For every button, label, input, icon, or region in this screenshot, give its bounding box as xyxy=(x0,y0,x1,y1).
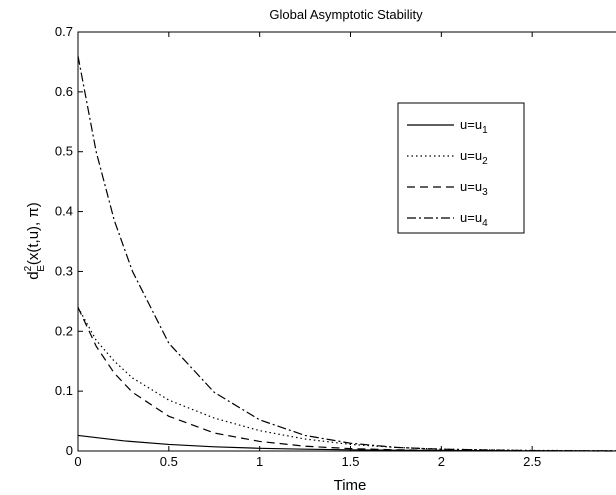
legend: u=u1 u=u2 u=u3 u=u4 xyxy=(397,102,525,234)
x-tick-label: 0 xyxy=(74,454,81,469)
y-tick-label: 0 xyxy=(66,443,73,458)
y-tick-label: 0.2 xyxy=(55,323,73,338)
legend-items: u=u1 u=u2 u=u3 u=u4 xyxy=(407,117,488,229)
legend-label-4: u=u4 xyxy=(460,210,488,229)
legend-label-2: u=u2 xyxy=(460,148,488,167)
x-tick-label: 1.5 xyxy=(341,454,359,469)
y-axis-label-rest: (x(t,u), π) xyxy=(25,202,42,265)
y-tick-labels: 0 0.1 0.2 0.3 0.4 0.5 0.6 0.7 xyxy=(55,24,73,458)
y-tick-label: 0.7 xyxy=(55,24,73,39)
legend-label-3: u=u3 xyxy=(460,179,488,198)
chart-title: Global Asymptotic Stability xyxy=(269,7,423,22)
x-tick-label: 2 xyxy=(438,454,445,469)
plot-frame xyxy=(77,31,616,452)
x-tick-label: 1 xyxy=(256,454,263,469)
x-axis-label: Time xyxy=(334,477,367,494)
series-layer xyxy=(77,55,616,452)
series-line-3 xyxy=(77,307,616,452)
y-tick-label: 0.5 xyxy=(55,144,73,159)
y-axis-label-sup: 2 xyxy=(23,265,34,271)
y-axis-label-sub: E xyxy=(36,265,47,272)
series-line-4 xyxy=(77,55,616,452)
y-axis-label-main: d xyxy=(25,271,42,279)
x-tick-label: 0.5 xyxy=(160,454,178,469)
x-tick-labels: 00.511.522.53 xyxy=(74,454,541,469)
legend-label-1: u=u1 xyxy=(460,117,488,136)
y-axis-label: d2 E(x(t,u), π) xyxy=(23,202,47,279)
x-tick-label: 2.5 xyxy=(523,454,541,469)
plot-area xyxy=(77,31,616,452)
y-tick-label: 0.6 xyxy=(55,84,73,99)
y-tick-label: 0.4 xyxy=(55,204,73,219)
y-tick-label: 0.1 xyxy=(55,383,73,398)
series-line-1 xyxy=(77,434,616,452)
y-tick-label: 0.3 xyxy=(55,263,73,278)
